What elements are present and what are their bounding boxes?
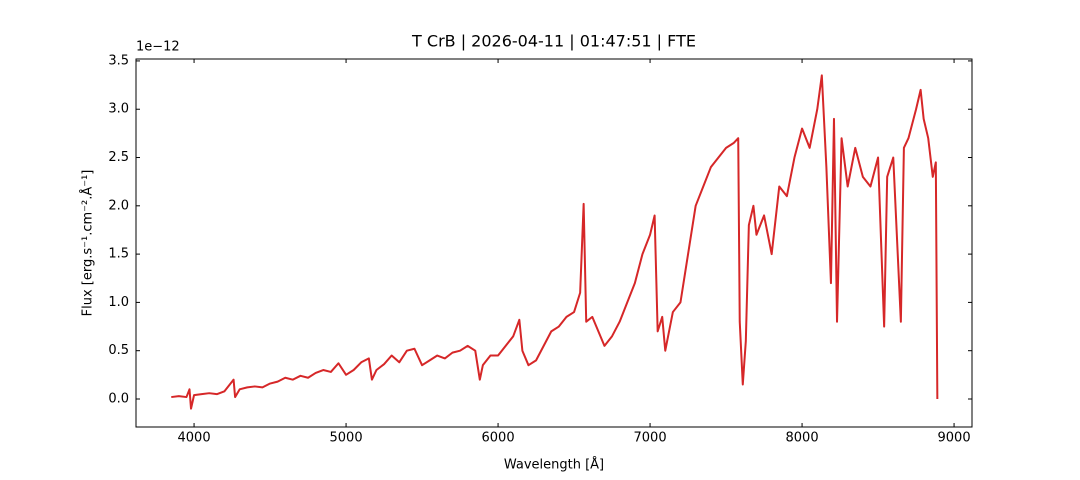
y-tick-label: 0.0 (108, 391, 129, 406)
x-tick-label: 5000 (330, 431, 363, 446)
x-tick-label: 8000 (786, 431, 819, 446)
y-axis-label: Flux [erg.s⁻¹.cm⁻².Å⁻¹] (80, 170, 96, 317)
spectrum-line (171, 74, 939, 410)
x-axis-label: Wavelength [Å] (504, 457, 604, 473)
x-tick-label: 7000 (634, 431, 667, 446)
y-tick-label: 1.5 (108, 247, 129, 262)
y-tick-label: 3.5 (108, 53, 129, 68)
y-tick-label: 3.0 (108, 102, 129, 117)
x-tick-label: 4000 (178, 431, 211, 446)
y-tick-label: 1.0 (108, 295, 129, 310)
x-tick-label: 9000 (938, 431, 971, 446)
y-tick-label: 0.5 (108, 343, 129, 358)
plot-frame (135, 58, 973, 428)
chart-title: T CrB | 2026-04-11 | 01:47:51 | FTE (411, 32, 696, 51)
y-tick-label: 2.5 (108, 150, 129, 165)
y-offset-label: 1e−12 (136, 40, 180, 55)
y-tick-label: 2.0 (108, 198, 129, 213)
x-tick-label: 6000 (482, 431, 515, 446)
